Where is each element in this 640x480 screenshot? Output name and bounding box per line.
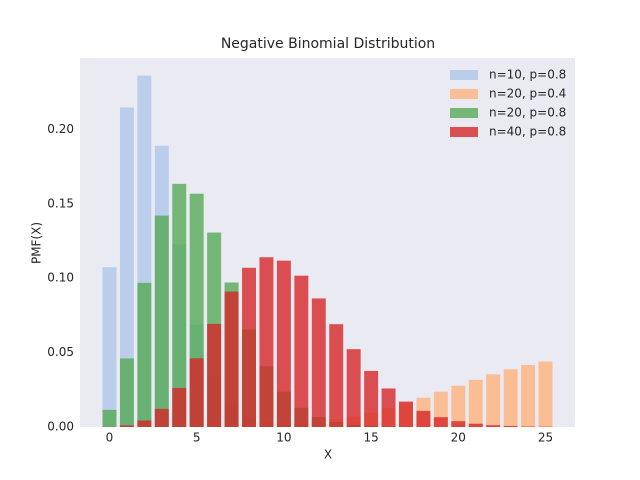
legend-label: n=20, p=0.4: [489, 87, 566, 101]
bar: [259, 257, 274, 427]
bar: [486, 425, 501, 427]
bar: [119, 358, 134, 427]
bar: [538, 361, 553, 427]
bar: [451, 385, 466, 427]
bar: [364, 370, 379, 427]
bar: [172, 388, 187, 427]
legend-label: n=10, p=0.8: [489, 68, 566, 82]
bar: [172, 183, 187, 427]
bar: [311, 298, 326, 427]
x-tick-label: 10: [276, 431, 291, 445]
bar: [224, 291, 239, 427]
bar: [294, 275, 309, 427]
bar: [381, 388, 396, 427]
x-tick-label: 20: [451, 431, 466, 445]
legend-swatch: [450, 127, 478, 137]
y-tick-label: 0.10: [47, 271, 74, 285]
bar: [503, 369, 518, 427]
bar: [468, 379, 483, 427]
bar: [276, 260, 291, 427]
bar: [468, 423, 483, 427]
bar: [189, 358, 204, 427]
y-tick-label: 0.00: [47, 420, 74, 434]
legend-swatch: [450, 89, 478, 99]
legend-label: n=20, p=0.8: [489, 106, 566, 120]
bar: [119, 107, 134, 427]
bar: [119, 425, 134, 427]
bar: [102, 267, 117, 427]
bar: [399, 401, 413, 427]
y-tick-label: 0.05: [47, 345, 74, 359]
bar: [102, 409, 117, 427]
bar: [486, 374, 501, 427]
bar: [346, 349, 361, 427]
chart-title: Negative Binomial Distribution: [221, 36, 435, 52]
legend-label: n=40, p=0.8: [489, 125, 566, 139]
bar: [154, 215, 169, 427]
x-tick-label: 15: [363, 431, 378, 445]
y-tick-label: 0.15: [47, 196, 74, 210]
bar: [207, 323, 222, 427]
x-tick-label: 25: [538, 431, 553, 445]
bar: [329, 324, 344, 427]
x-axis-label: X: [324, 448, 332, 462]
bar: [137, 420, 152, 427]
y-axis-label: PMF(X): [30, 222, 44, 264]
bar: [137, 282, 152, 427]
y-tick-label: 0.20: [47, 122, 74, 136]
bar: [242, 267, 256, 427]
bar: [451, 421, 466, 427]
bar: [521, 364, 536, 427]
bar: [416, 410, 431, 427]
x-tick-label: 5: [193, 431, 201, 445]
bar: [503, 425, 518, 427]
bar: [154, 408, 169, 427]
bar: [433, 417, 448, 427]
legend-swatch: [450, 108, 478, 118]
legend-swatch: [450, 70, 478, 80]
x-tick-label: 0: [106, 431, 114, 445]
